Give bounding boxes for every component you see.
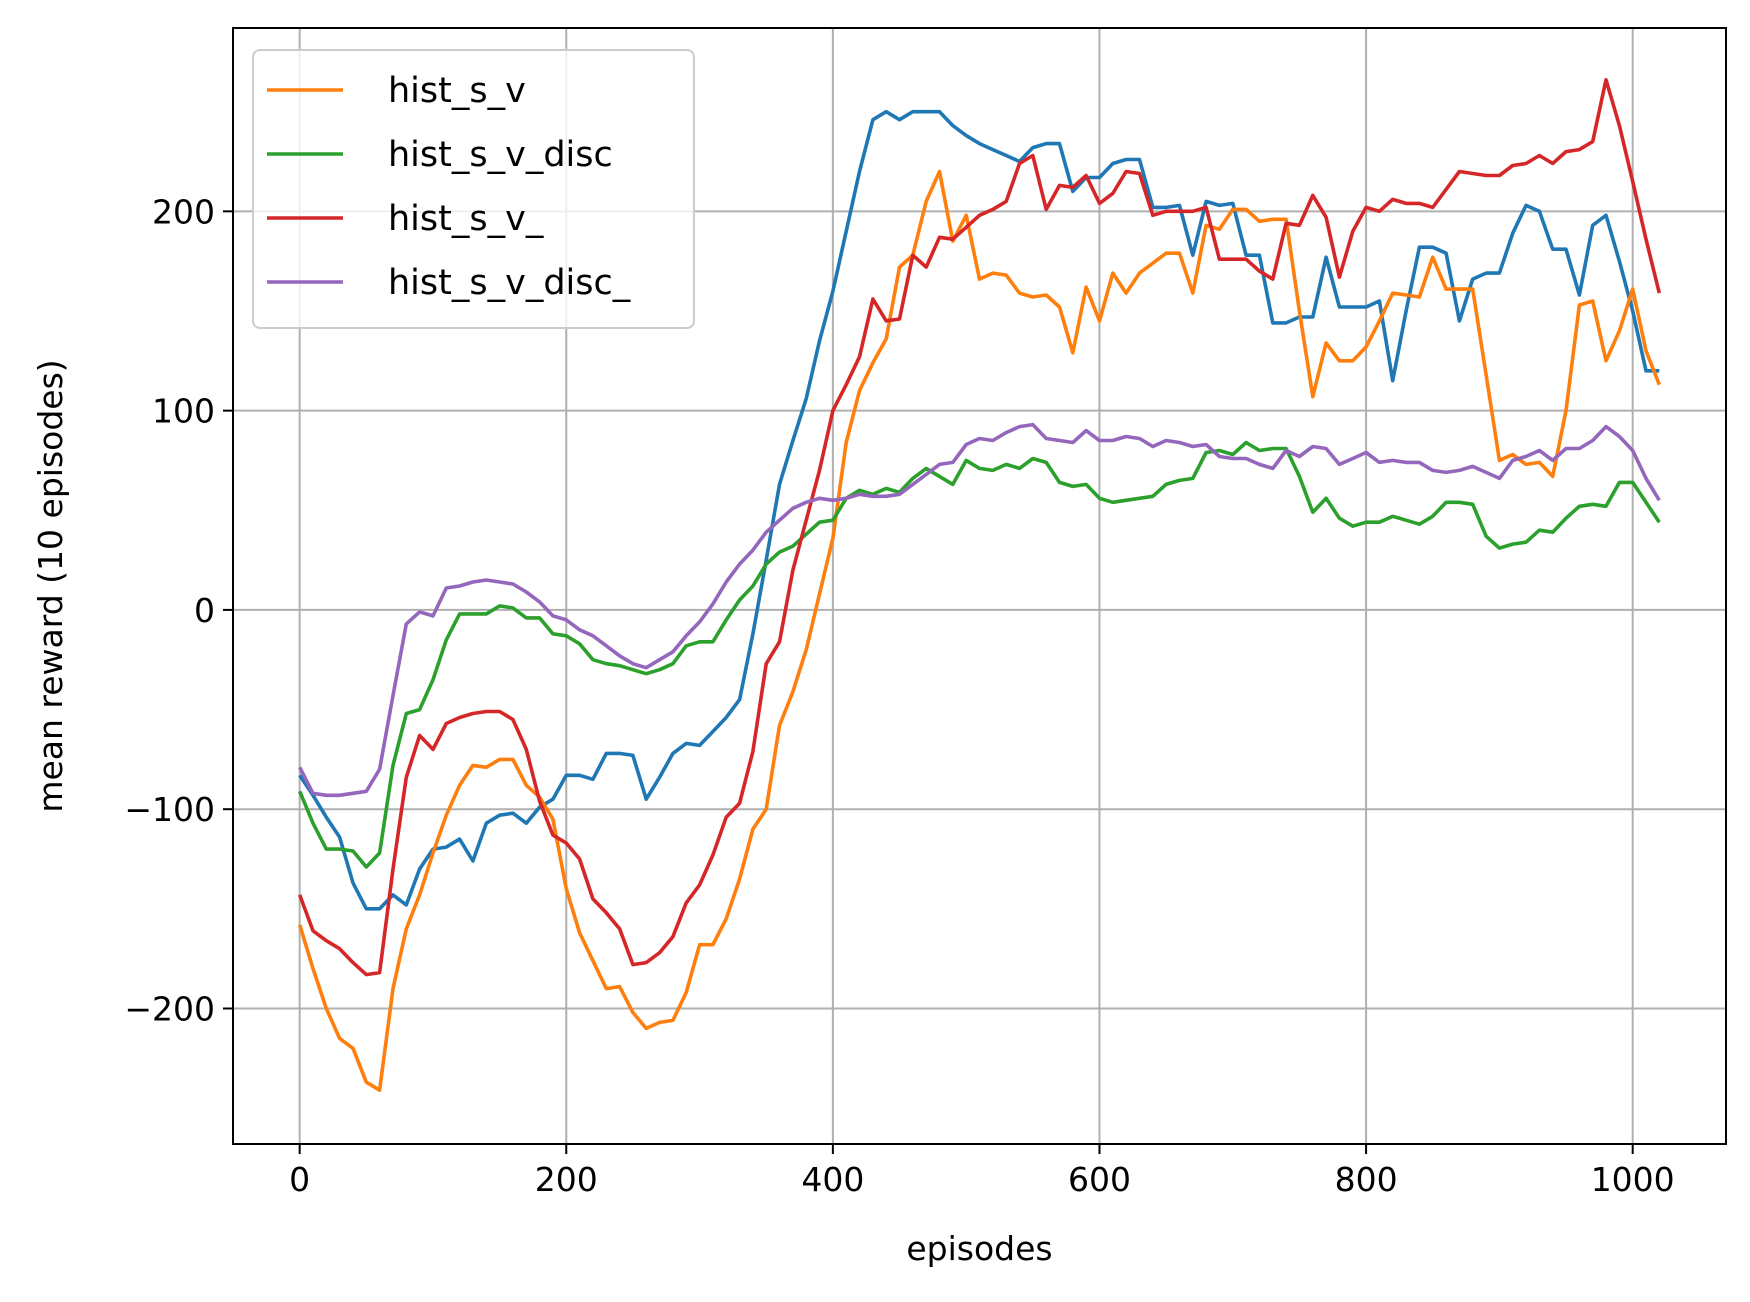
- y-tick-label: 100: [152, 392, 215, 431]
- legend-entry: hist_s_v_disc_: [388, 263, 631, 303]
- axis-ticks: 0 200 400 600 800 1000 −200 −100 0 100 200: [124, 192, 1674, 1199]
- y-tick-label: 0: [194, 591, 215, 630]
- legend-entry: hist_s_v_: [388, 199, 544, 239]
- grid: [233, 28, 1726, 1144]
- x-tick-label: 400: [801, 1160, 864, 1199]
- x-tick-label: 600: [1068, 1160, 1131, 1199]
- series-line-4: [298, 422, 1661, 798]
- x-tick-label: 1000: [1591, 1160, 1675, 1199]
- legend: hist_s_v hist_s_v_disc hist_s_v_ hist_s_v_d…: [252, 49, 695, 329]
- x-tick-label: 0: [289, 1160, 310, 1199]
- series-line-3: [298, 78, 1662, 977]
- x-tick-label: 800: [1335, 1160, 1398, 1199]
- series-lines: [297, 78, 1662, 1092]
- y-tick-label: 200: [152, 192, 215, 231]
- legend-entry: hist_s_v: [388, 71, 526, 111]
- series-line-2: [298, 440, 1661, 869]
- legend-frame: [252, 49, 695, 329]
- series-line-1: [297, 169, 1661, 1092]
- y-tick-label: −100: [124, 790, 215, 829]
- x-tick-label: 200: [535, 1160, 598, 1199]
- y-axis-label: mean reward (10 episodes): [31, 359, 70, 812]
- plot-frame: [232, 27, 1727, 1145]
- y-tick-label: −200: [124, 989, 215, 1028]
- series-line-0: [298, 109, 1660, 911]
- x-axis-label: episodes: [906, 1229, 1052, 1268]
- legend-entry: hist_s_v_disc: [388, 135, 613, 175]
